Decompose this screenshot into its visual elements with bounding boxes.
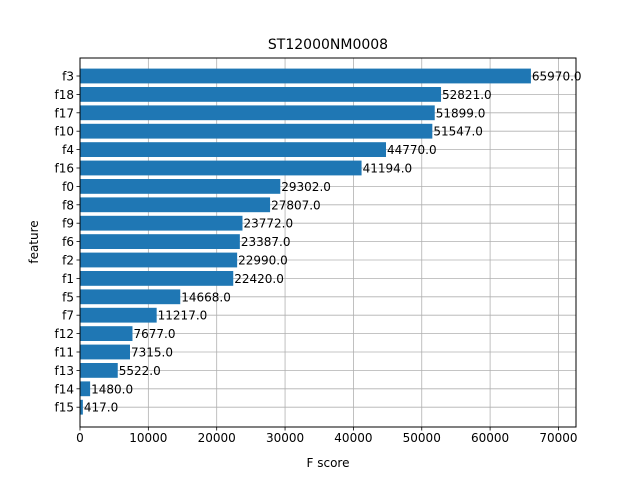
- x-axis-ticks: 0 10000 20000 30000 40000 50000 60000 70000: [76, 427, 578, 445]
- bar-f8: [80, 197, 271, 213]
- bar-value-label: 44770.0: [387, 143, 437, 157]
- y-tick-label: f11: [55, 346, 75, 360]
- bar-f9: [80, 215, 243, 231]
- bar-f5: [80, 289, 181, 305]
- bar-value-label: 7677.0: [133, 327, 175, 341]
- bar-f13: [80, 363, 118, 378]
- bar-f18: [80, 87, 442, 102]
- x-tick-label: 10000: [129, 431, 167, 445]
- bar-value-label: 51899.0: [436, 106, 486, 120]
- bar-f16: [80, 160, 362, 176]
- bar-value-label: 51547.0: [433, 125, 483, 139]
- bar-f14: [80, 381, 91, 397]
- bar-value-label: 41194.0: [363, 162, 413, 176]
- x-tick-label: 60000: [471, 431, 509, 445]
- y-tick-label: f14: [55, 382, 75, 396]
- bar-f1: [80, 271, 234, 286]
- bar-value-label: 417.0: [84, 401, 118, 415]
- x-tick-label: 20000: [198, 431, 236, 445]
- y-axis-label: feature: [27, 220, 41, 263]
- y-tick-label: f4: [62, 143, 74, 157]
- y-tick-label: f2: [62, 254, 74, 268]
- bar-value-label: 23772.0: [243, 217, 293, 231]
- bar-f6: [80, 234, 240, 249]
- bar-f11: [80, 344, 130, 360]
- bar-f4: [80, 142, 387, 157]
- bar-f0: [80, 179, 281, 194]
- x-tick-label: 50000: [403, 431, 441, 445]
- y-tick-label: f17: [55, 106, 75, 120]
- bar-f2: [80, 252, 238, 268]
- x-tick-label: 40000: [334, 431, 372, 445]
- bar-f7: [80, 307, 157, 323]
- y-tick-label: f3: [62, 70, 74, 84]
- bar-f3: [80, 68, 531, 84]
- y-tick-label: f18: [55, 88, 75, 102]
- y-tick-label: f5: [62, 290, 74, 304]
- y-tick-label: f15: [55, 401, 75, 415]
- bar-f12: [80, 326, 133, 341]
- bar-value-label: 52821.0: [442, 88, 492, 102]
- bar-value-label: 23387.0: [241, 235, 291, 249]
- bar-value-label: 1480.0: [91, 382, 133, 396]
- bar-f17: [80, 105, 435, 121]
- y-tick-label: f7: [62, 309, 74, 323]
- bar-value-label: 7315.0: [131, 346, 173, 360]
- bar-f10: [80, 123, 433, 139]
- y-axis-ticks: f3 f18 f17 f10 f4 f16 f0 f8 f9 f6 f2 f1 f5 f7 f12 f11 f1…: [55, 70, 80, 415]
- bar-value-label: 11217.0: [158, 309, 208, 323]
- chart-title: ST12000NM0008: [268, 37, 388, 53]
- x-tick-label: 0: [76, 431, 84, 445]
- y-tick-label: f12: [55, 327, 75, 341]
- x-tick-label: 30000: [266, 431, 304, 445]
- x-axis-label: F score: [307, 456, 350, 470]
- bar-value-label: 5522.0: [119, 364, 161, 378]
- bar-value-label: 22420.0: [234, 272, 284, 286]
- bar-value-label: 14668.0: [181, 290, 231, 304]
- y-tick-label: f1: [62, 272, 74, 286]
- y-tick-label: f8: [62, 198, 74, 212]
- bars: [80, 68, 531, 415]
- x-tick-label: 70000: [539, 431, 577, 445]
- y-tick-label: f0: [62, 180, 74, 194]
- y-tick-label: f6: [62, 235, 74, 249]
- bar-value-label: 29302.0: [281, 180, 331, 194]
- bar-f15: [80, 399, 83, 415]
- y-tick-label: f13: [55, 364, 75, 378]
- bar-value-labels: 65970.0 52821.0 51899.0 51547.0 44770.0 41194…: [84, 70, 582, 415]
- y-tick-label: f10: [55, 125, 75, 139]
- plot-frame: [79, 57, 577, 428]
- bar-value-label: 22990.0: [238, 254, 288, 268]
- y-tick-label: f9: [62, 217, 74, 231]
- bar-value-label: 65970.0: [532, 70, 582, 84]
- bar-value-label: 27807.0: [271, 198, 321, 212]
- y-tick-label: f16: [55, 162, 75, 176]
